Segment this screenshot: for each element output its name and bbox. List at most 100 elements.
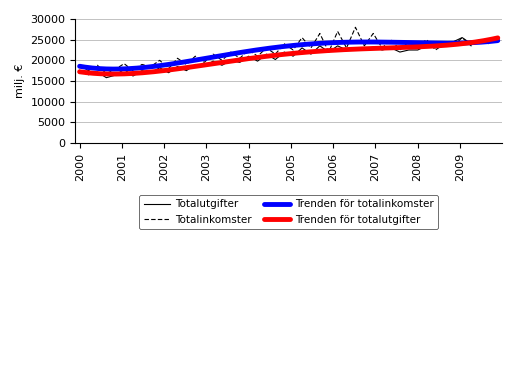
Totalutgifter [254,59,261,63]
Totalutgifter [388,46,394,50]
Totalutgifter [165,70,172,75]
Totalinkomster [468,44,474,48]
Totalinkomster [334,29,341,34]
Trenden för totalutgifter [326,48,332,53]
Totalinkomster [379,46,385,50]
Totalutgifter [237,60,243,65]
Trenden för totalutgifter [457,42,463,46]
Totalutgifter [210,59,216,63]
Totalutgifter [272,57,279,62]
Totalinkomster [121,62,127,66]
Totalutgifter [370,45,376,49]
Trenden för totalutgifter [334,48,340,52]
Totalutgifter [139,68,145,73]
Totalinkomster [370,31,376,36]
Totalutgifter [290,54,296,59]
Totalutgifter [415,48,421,52]
Totalutgifter [130,74,136,78]
Totalutgifter [121,67,127,72]
Totalinkomster [254,54,261,59]
Totalutgifter [442,41,448,46]
Totalinkomster [361,44,368,48]
Totalutgifter [477,37,483,42]
Totalinkomster [228,50,234,54]
Legend: Totalutgifter, Totalinkomster, Trenden för totalinkomster, Trenden för totalutgi: Totalutgifter, Totalinkomster, Trenden f… [140,195,438,229]
Totalutgifter [397,50,403,54]
Totalinkomster [210,52,216,56]
Totalinkomster [94,63,100,68]
Trenden för totalutgifter [77,69,83,74]
Totalinkomster [201,60,207,65]
Totalutgifter [77,68,83,72]
Totalinkomster [237,56,243,60]
Totalinkomster [317,31,323,36]
Totalutgifter [157,66,163,70]
Totalinkomster [165,66,172,71]
Totalinkomster [174,56,180,60]
Trenden för totalutgifter [110,72,116,76]
Totalutgifter [94,70,100,74]
Trenden för totalinkomster [327,41,333,45]
Line: Totalutgifter: Totalutgifter [80,38,498,78]
Totalinkomster [77,64,83,69]
Totalinkomster [432,48,438,52]
Line: Trenden för totalutgifter: Trenden för totalutgifter [80,38,498,74]
Totalinkomster [281,41,287,46]
Totalutgifter [343,48,349,52]
Trenden för totalinkomster [495,38,501,43]
Totalinkomster [397,48,403,52]
Totalinkomster [423,37,430,42]
Trenden för totalinkomster [334,40,340,45]
Totalinkomster [103,71,110,76]
Totalinkomster [157,58,163,63]
Totalutgifter [423,44,430,48]
Totalutgifter [219,63,225,68]
Totalutgifter [379,48,385,52]
Totalutgifter [459,35,465,40]
Totalinkomster [477,37,483,42]
Totalinkomster [326,50,332,54]
Totalinkomster [290,48,296,52]
Y-axis label: milj. €: milj. € [15,64,25,98]
Totalinkomster [388,37,394,42]
Totalutgifter [263,52,269,56]
Totalutgifter [361,47,368,51]
Trenden för totalinkomster [78,64,84,69]
Trenden för totalinkomster [457,41,463,45]
Totalinkomster [352,25,358,29]
Totalinkomster [406,40,412,44]
Totalinkomster [192,54,199,59]
Trenden för totalinkomster [430,41,436,45]
Totalinkomster [459,35,465,40]
Totalinkomster [343,46,349,50]
Totalinkomster [272,52,279,56]
Totalinkomster [415,44,421,48]
Totalinkomster [112,67,118,72]
Totalutgifter [103,75,110,80]
Totalutgifter [432,46,438,50]
Totalutgifter [112,73,118,78]
Totalutgifter [228,58,234,63]
Totalutgifter [184,68,190,73]
Totalutgifter [334,44,341,48]
Totalutgifter [174,64,180,69]
Totalutgifter [201,64,207,69]
Totalutgifter [192,62,199,67]
Totalinkomster [450,44,457,48]
Totalutgifter [148,70,154,75]
Totalinkomster [139,62,145,67]
Trenden för totalinkomster [77,64,83,69]
Totalutgifter [486,40,492,44]
Totalinkomster [299,35,305,40]
Line: Trenden för totalinkomster: Trenden för totalinkomster [80,41,498,69]
Totalinkomster [148,64,154,69]
Totalutgifter [406,48,412,52]
Totalinkomster [442,41,448,46]
Line: Totalinkomster: Totalinkomster [80,27,498,73]
Totalutgifter [468,41,474,46]
Totalinkomster [130,68,136,73]
Totalinkomster [219,58,225,63]
Totalinkomster [308,46,314,50]
Totalutgifter [308,52,314,56]
Totalutgifter [317,44,323,48]
